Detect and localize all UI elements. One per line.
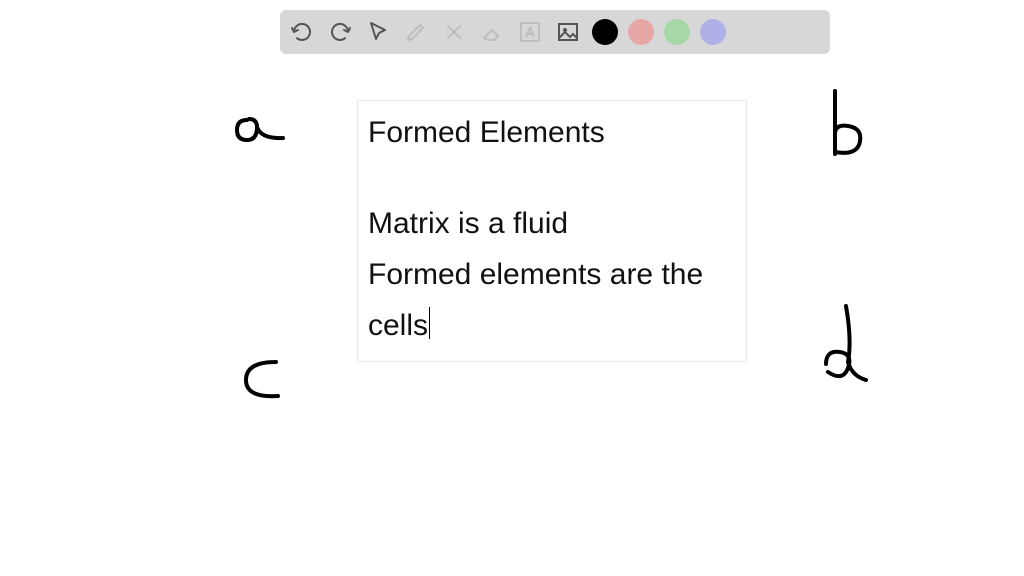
text-cursor	[429, 307, 430, 339]
pointer-button[interactable]	[364, 18, 392, 46]
undo-button[interactable]	[288, 18, 316, 46]
annotation-a	[225, 105, 295, 155]
pointer-icon	[366, 20, 390, 44]
undo-icon	[290, 20, 314, 44]
redo-button[interactable]	[326, 18, 354, 46]
tools-icon	[442, 20, 466, 44]
text-box[interactable]: Formed Elements Matrix is a fluid Formed…	[357, 100, 747, 362]
text-tool-button[interactable]	[516, 18, 544, 46]
text-line-3-content: Formed elements are the cells	[368, 258, 703, 342]
text-line-2: Matrix is a fluid	[368, 198, 736, 249]
annotation-d	[818, 300, 878, 390]
pen-icon	[404, 20, 428, 44]
redo-icon	[328, 20, 352, 44]
color-pink[interactable]	[628, 19, 654, 45]
text-icon	[518, 20, 542, 44]
color-purple[interactable]	[700, 19, 726, 45]
tools-button[interactable]	[440, 18, 468, 46]
annotation-b	[820, 86, 880, 166]
color-black[interactable]	[592, 19, 618, 45]
annotation-c	[232, 352, 292, 407]
eraser-button[interactable]	[478, 18, 506, 46]
eraser-icon	[480, 20, 504, 44]
text-line-1: Formed Elements	[368, 107, 736, 158]
text-line-3: Formed elements are the cells	[368, 249, 736, 351]
image-tool-button[interactable]	[554, 18, 582, 46]
color-green[interactable]	[664, 19, 690, 45]
toolbar	[280, 10, 830, 54]
image-icon	[556, 20, 580, 44]
pen-button[interactable]	[402, 18, 430, 46]
